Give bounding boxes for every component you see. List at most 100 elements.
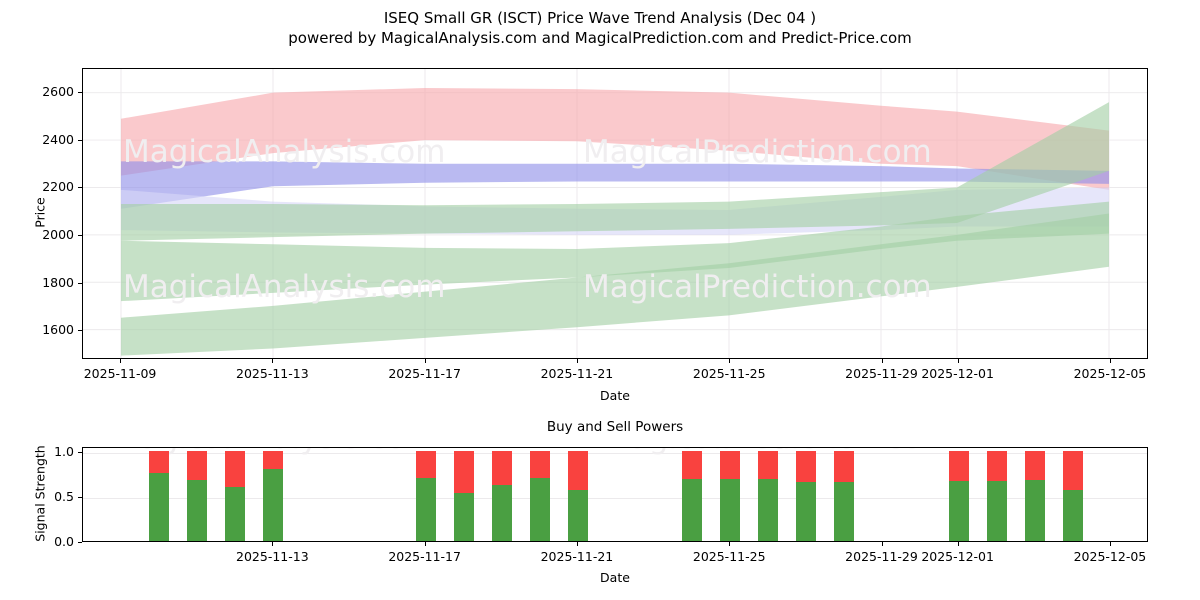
sell-power-segment [415,450,436,478]
x-tick-label: 2025-12-01 [921,366,994,381]
bar-stack[interactable] [796,450,817,541]
power-x-axis-label: Date [600,570,630,585]
page-subtitle: powered by MagicalAnalysis.com and Magic… [288,29,912,47]
bar-stack[interactable] [1024,450,1045,541]
buy-power-segment [263,468,284,541]
y-tick-label: 1.0 [54,443,74,459]
bar-stack[interactable] [149,450,170,541]
gridline [83,497,1147,499]
x-tick-label: 2025-11-29 [845,366,918,381]
sell-power-segment [187,450,208,481]
y-tick-label: 2200 [42,179,74,195]
sell-power-segment [453,450,474,494]
y-tick-mark [78,91,82,93]
bar-stack[interactable] [529,450,550,541]
x-tick-mark [576,542,578,546]
x-tick-mark [1109,542,1111,546]
y-tick-label: 0.0 [54,534,74,549]
x-tick-mark [424,542,426,546]
buy-power-segment [986,481,1007,541]
bar-stack[interactable] [986,450,1007,541]
buy-power-segment [796,482,817,541]
power-chart-title: Buy and Sell Powers [546,419,684,435]
y-tick-label: 0.5 [54,488,74,504]
bar-stack[interactable] [415,450,436,541]
x-tick-mark [881,359,883,363]
sell-power-segment [1024,450,1045,481]
sell-power-segment [834,450,855,483]
x-tick-mark [1109,359,1111,363]
bar-stack[interactable] [225,450,246,541]
price-x-axis-label: Date [600,388,630,403]
x-tick-label: 2025-12-05 [1073,549,1147,564]
sell-power-segment [1062,450,1083,491]
y-tick-mark [78,330,82,332]
buy-power-segment [948,481,969,541]
gridline [83,452,1147,454]
x-tick-mark [424,359,426,363]
price-wave-plot[interactable]: MagicalAnalysis.com MagicalPrediction.com… [82,68,1148,359]
y-tick-label: 1800 [42,274,74,290]
sell-power-segment [796,450,817,483]
price-band [120,161,1110,209]
bar-stack[interactable] [834,450,855,541]
buy-power-segment [758,479,779,541]
bar-stack[interactable] [1062,450,1083,541]
buy-power-segment [682,479,703,541]
y-tick-mark [78,282,82,284]
y-tick-label: 1600 [42,322,74,338]
buy-power-segment [720,479,741,541]
price-band [120,87,1110,190]
title-block: ISEQ Small GR (ISCT) Price Wave Trend An… [0,8,1200,48]
price-band-svg [83,69,1147,358]
y-tick-mark [78,451,82,453]
buy-power-segment [1062,490,1083,541]
sell-power-segment [225,450,246,487]
x-tick-label: 2025-11-17 [388,549,461,564]
buy-power-segment [225,486,246,541]
y-tick-mark [78,496,82,498]
y-tick-label: 2000 [42,226,74,242]
buy-power-segment [834,482,855,541]
sell-power-segment [682,450,703,480]
bar-stack[interactable] [567,450,588,541]
price-band [120,201,1110,302]
x-tick-label: 2025-12-01 [921,549,994,564]
y-tick-label: 2600 [42,83,74,99]
x-tick-mark [957,359,959,363]
bar-stack[interactable] [187,450,208,541]
x-tick-label: 2025-11-29 [845,549,918,564]
bar-stack[interactable] [682,450,703,541]
y-tick-mark [78,234,82,236]
bar-stack[interactable] [453,450,474,541]
sell-power-segment [758,450,779,480]
y-tick-mark [78,187,82,189]
bar-stack[interactable] [263,450,284,541]
bar-stack[interactable] [948,450,969,541]
buy-power-segment [529,477,550,541]
price-band [120,213,1110,356]
sell-power-segment [567,450,588,491]
buy-power-segment [491,484,512,541]
price-band [120,102,1110,241]
x-tick-label: 2025-11-21 [540,366,614,381]
buy-power-segment [415,477,436,541]
x-tick-label: 2025-11-25 [692,366,766,381]
y-tick-label: 2400 [42,131,74,147]
sell-power-segment [720,450,741,480]
sell-power-segment [948,450,969,482]
y-tick-mark [78,542,82,543]
bar-stack[interactable] [491,450,512,541]
buy-power-segment [453,493,474,541]
x-tick-mark [576,359,578,363]
x-tick-mark [272,542,274,546]
buy-power-segment [1024,480,1045,541]
x-tick-mark [729,359,731,363]
x-tick-label: 2025-11-17 [388,366,461,381]
y-tick-mark [78,139,82,141]
bar-stack[interactable] [758,450,779,541]
x-tick-label: 2025-11-21 [540,549,614,564]
sell-power-segment [986,450,1007,482]
bar-stack[interactable] [720,450,741,541]
